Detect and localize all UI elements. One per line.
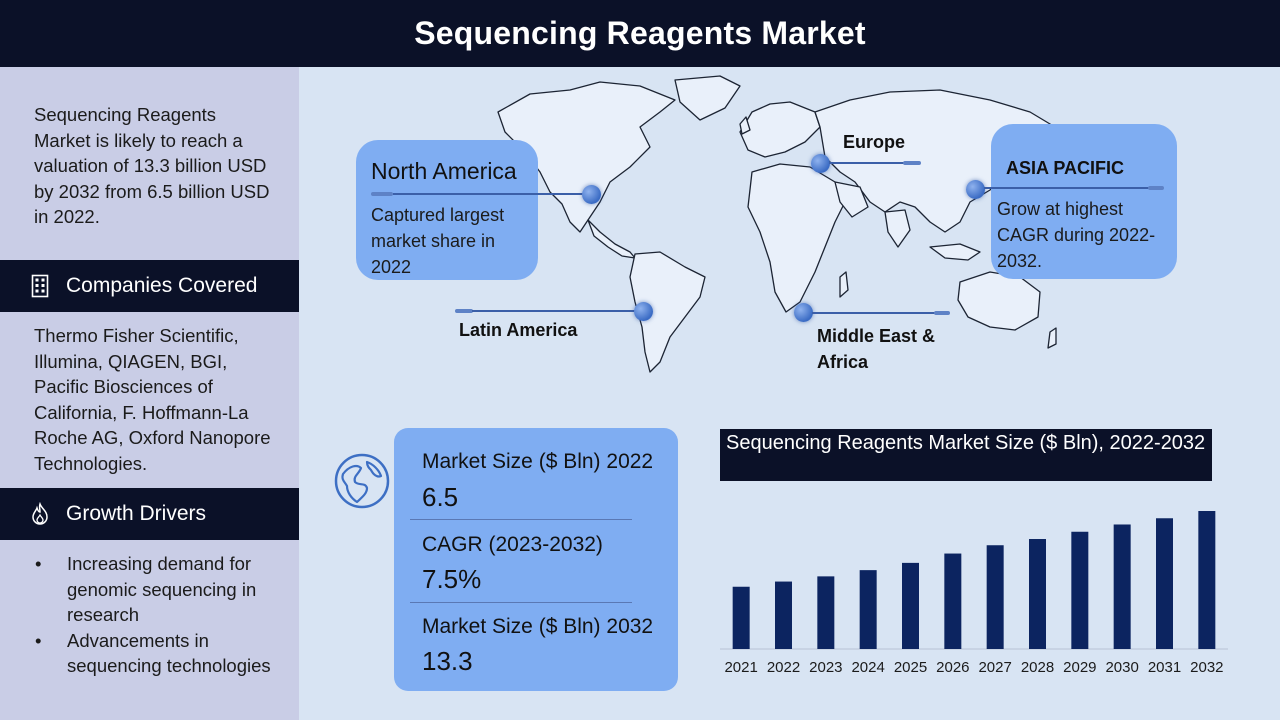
x-tick-label: 2023 xyxy=(809,659,842,676)
mea-line-cap xyxy=(934,311,950,315)
north-america-line-cap xyxy=(371,192,393,196)
bar-2025 xyxy=(902,562,919,649)
asia-pacific-marker xyxy=(966,180,985,199)
page-title: Sequencing Reagents Market xyxy=(414,15,866,51)
stat-value-2032: 13.3 xyxy=(422,646,473,676)
stat-divider xyxy=(410,602,632,603)
drivers-list: Increasing demand for genomic sequencing… xyxy=(30,551,280,679)
latin-america-marker xyxy=(634,302,653,321)
companies-heading-bar: Companies Covered xyxy=(0,260,299,312)
stat-value-2022: 6.5 xyxy=(422,482,459,512)
north-america-card xyxy=(356,140,538,280)
bar-2030 xyxy=(1113,524,1131,649)
north-america-line xyxy=(393,193,589,195)
market-stats-card xyxy=(394,428,678,691)
bar-2031 xyxy=(1156,518,1173,649)
asia-pacific-label: ASIA PACIFIC xyxy=(1006,158,1125,178)
companies-list: Thermo Fisher Scientific, Illumina, QIAG… xyxy=(34,325,271,474)
asia-pacific-card xyxy=(991,124,1177,279)
stat-divider xyxy=(410,519,632,520)
chart-title: Sequencing Reagents Market Size ($ Bln),… xyxy=(720,429,1212,481)
bar-2026 xyxy=(944,553,962,649)
asia-pacific-line xyxy=(984,187,1150,189)
latin-america-line-cap xyxy=(455,309,473,313)
building-icon xyxy=(30,274,50,298)
north-america-desc: Captured largest market share in 2022 xyxy=(371,205,505,277)
asia-pacific-desc: Grow at highest CAGR during 2022-2032. xyxy=(997,199,1156,271)
x-tick-label: 2031 xyxy=(1148,659,1181,676)
bar-2032 xyxy=(1198,511,1216,649)
europe-line-cap xyxy=(903,161,921,165)
drivers-heading-bar: Growth Drivers xyxy=(0,488,299,540)
latin-america-line xyxy=(472,310,636,312)
sidebar: Sequencing Reagents Market is likely to … xyxy=(0,67,299,720)
europe-label: Europe xyxy=(843,132,906,152)
bar-2023 xyxy=(817,576,835,649)
intro-text: Sequencing Reagents Market is likely to … xyxy=(34,104,270,227)
bar-chart: 2021 2022 2023 2024 2025 2026 2027 2028 2029 2030… xyxy=(720,511,1228,676)
asia-pacific-line-cap xyxy=(1148,186,1164,190)
bar-2021 xyxy=(732,586,750,649)
stat-label-cagr: CAGR (2023-2032) xyxy=(422,533,603,556)
mea-marker xyxy=(794,303,813,322)
europe-marker xyxy=(811,154,830,173)
north-america-label: North America xyxy=(371,158,517,184)
companies-heading: Companies Covered xyxy=(66,274,258,297)
driver-item: Increasing demand for genomic sequencing… xyxy=(30,551,280,628)
stat-label-2022: Market Size ($ Bln) 2022 xyxy=(422,450,654,473)
bar-2028 xyxy=(1029,539,1046,649)
x-tick-label: 2026 xyxy=(936,659,969,676)
bar-2027 xyxy=(986,545,1004,649)
x-tick-label: 2032 xyxy=(1190,659,1223,676)
mea-line xyxy=(812,312,936,314)
bar-2024 xyxy=(859,570,877,649)
stat-value-cagr: 7.5% xyxy=(422,564,482,594)
flame-icon xyxy=(30,502,50,526)
north-america-marker xyxy=(582,185,601,204)
globe-icon xyxy=(334,453,390,509)
x-tick-label: 2025 xyxy=(894,659,927,676)
x-tick-label: 2029 xyxy=(1063,659,1096,676)
europe-line xyxy=(829,162,905,164)
world-map xyxy=(497,75,1057,373)
x-tick-label: 2022 xyxy=(767,659,800,676)
bar-2022 xyxy=(775,581,792,649)
driver-item: Advancements in sequencing technologies xyxy=(30,628,280,679)
x-tick-label: 2021 xyxy=(724,659,757,676)
header-bar: Sequencing Reagents Market xyxy=(0,0,1280,67)
x-tick-label: 2024 xyxy=(851,659,884,676)
drivers-heading: Growth Drivers xyxy=(66,502,207,525)
stat-label-2032: Market Size ($ Bln) 2032 xyxy=(422,615,654,638)
bar-2029 xyxy=(1071,531,1089,649)
x-tick-label: 2027 xyxy=(978,659,1011,676)
x-tick-label: 2030 xyxy=(1105,659,1138,676)
latin-america-label: Latin America xyxy=(459,320,578,340)
x-tick-label: 2028 xyxy=(1021,659,1054,676)
mea-label: Middle East & Africa xyxy=(817,326,936,372)
